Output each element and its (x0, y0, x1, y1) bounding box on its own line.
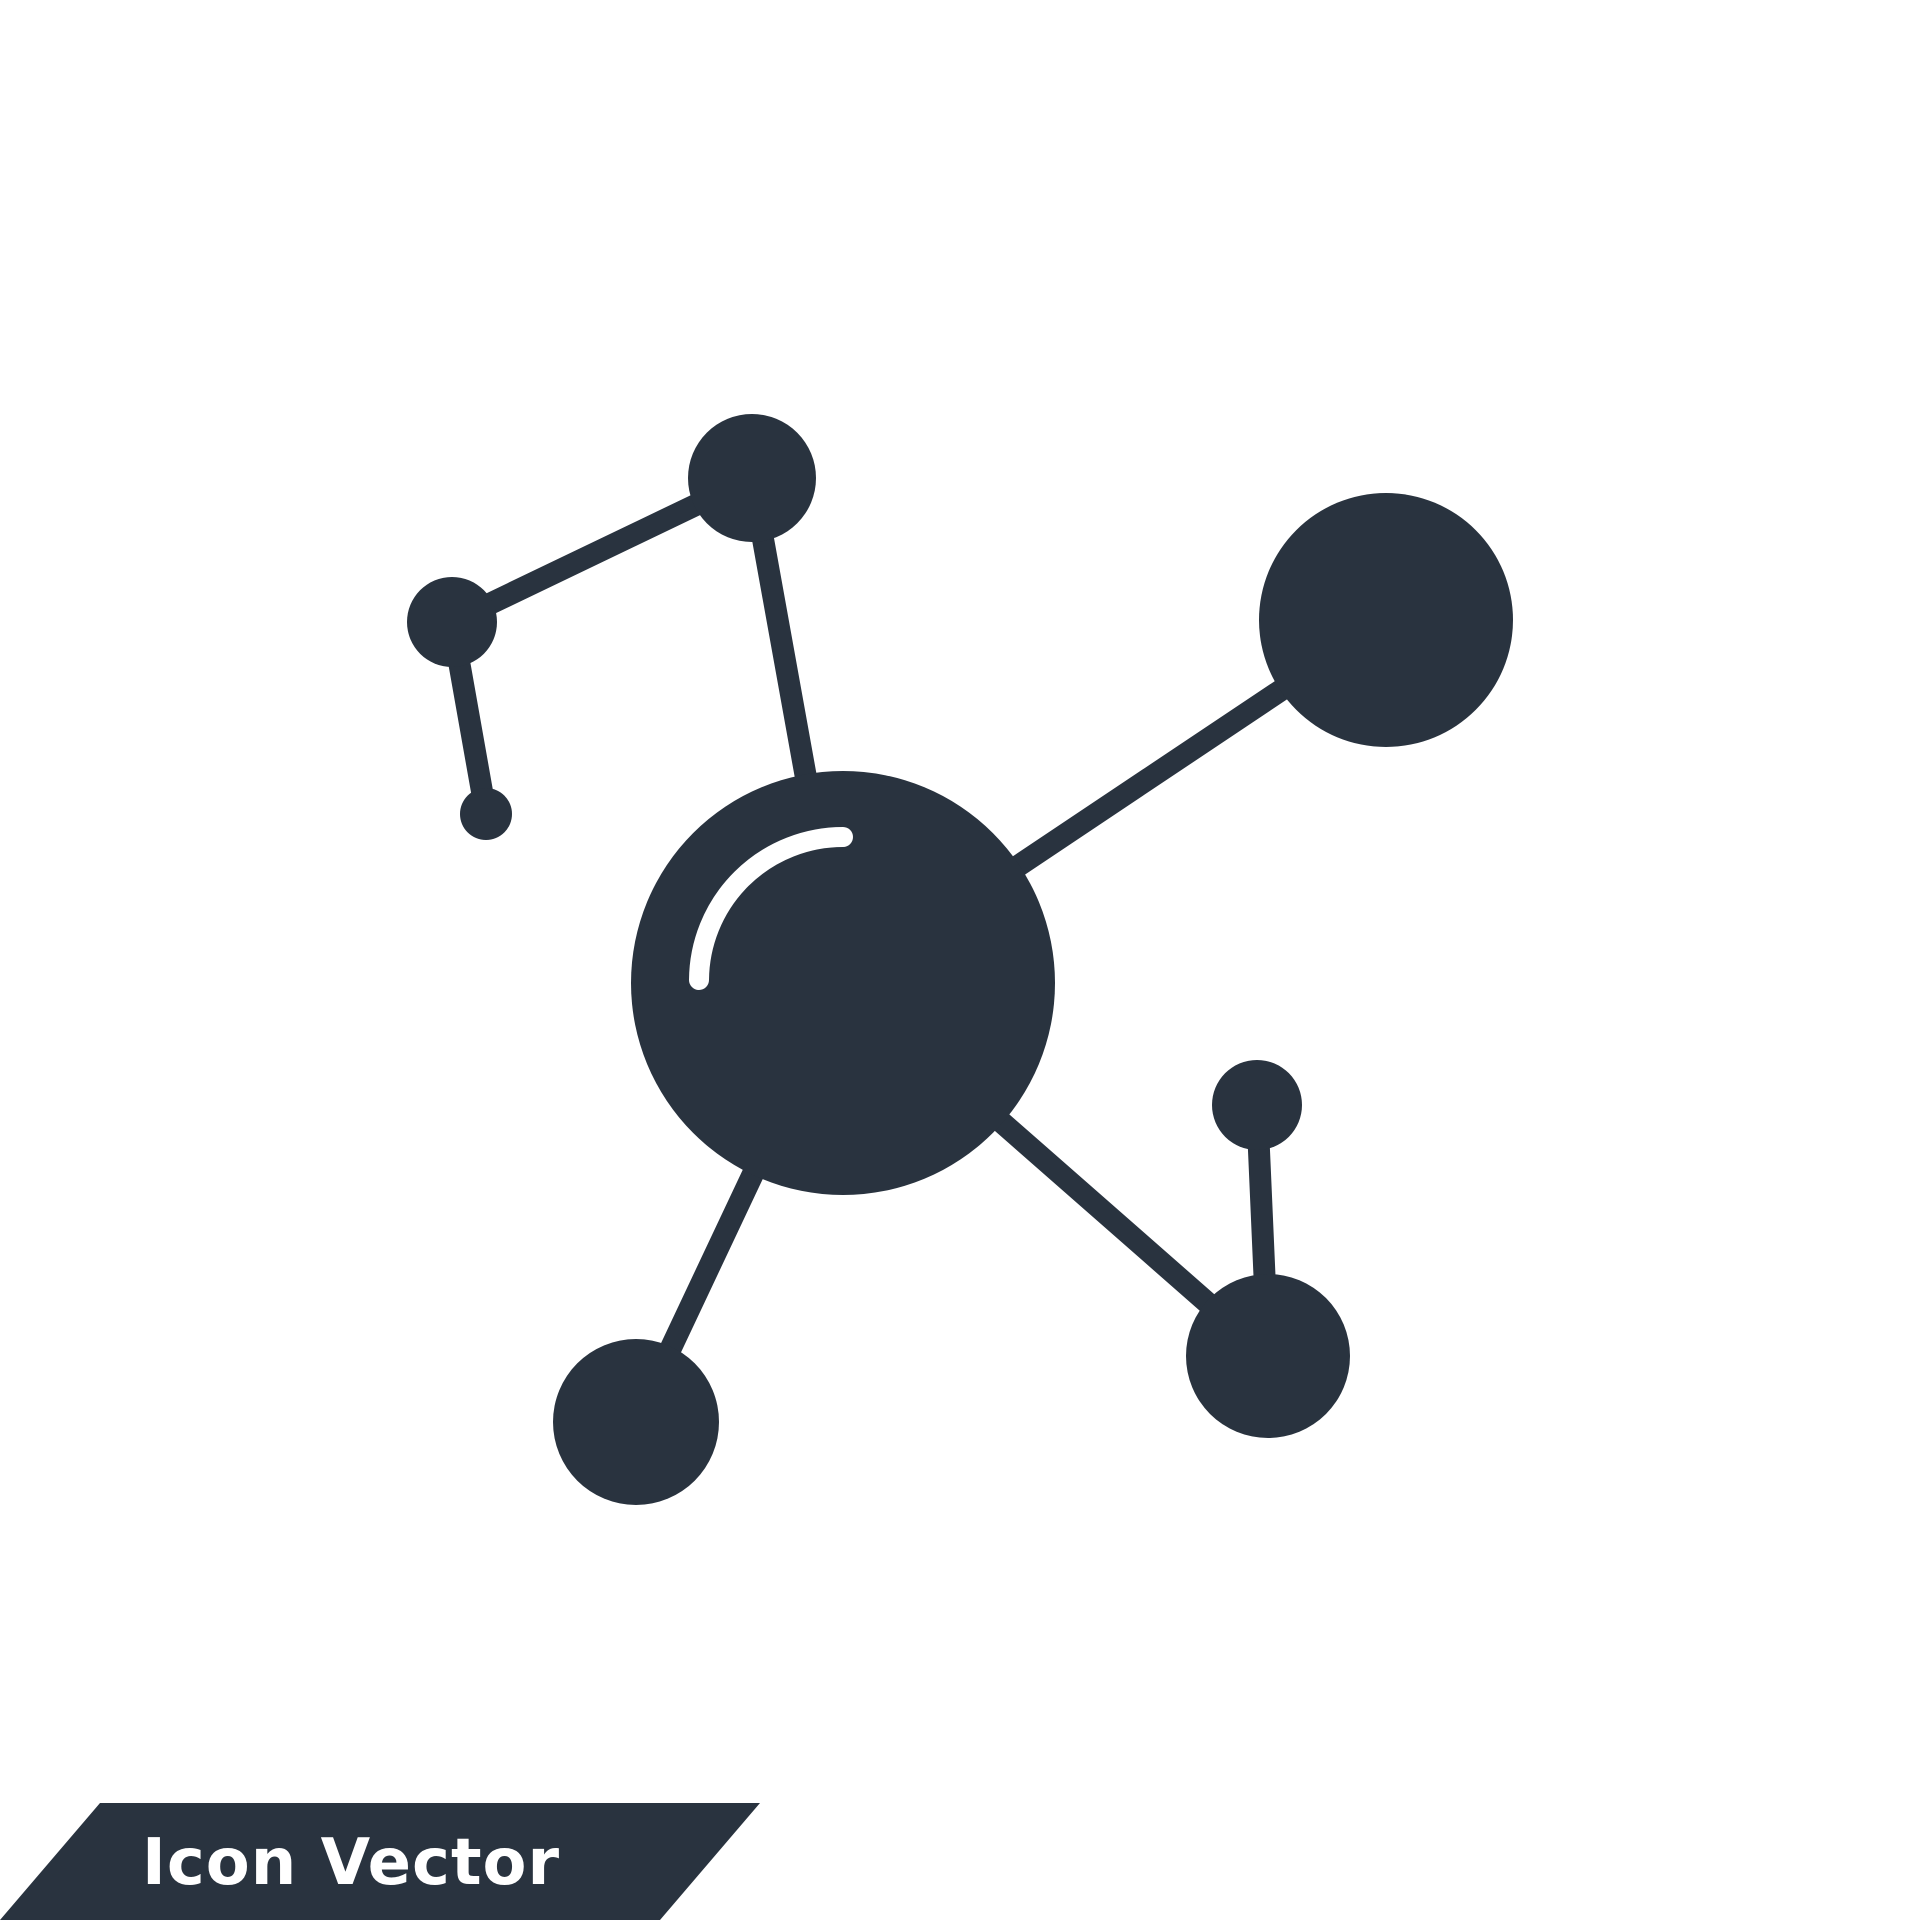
molecule-atoms (407, 414, 1513, 1505)
banner-label: Icon Vector (142, 1826, 561, 1900)
atom (688, 414, 816, 542)
banner-background (0, 1803, 760, 1920)
atom (1259, 493, 1513, 747)
atom (1186, 1274, 1350, 1438)
atom (553, 1339, 719, 1505)
atom (407, 577, 497, 667)
highlight-arc (689, 827, 853, 990)
atom-small (460, 788, 512, 840)
atom (1212, 1060, 1302, 1150)
